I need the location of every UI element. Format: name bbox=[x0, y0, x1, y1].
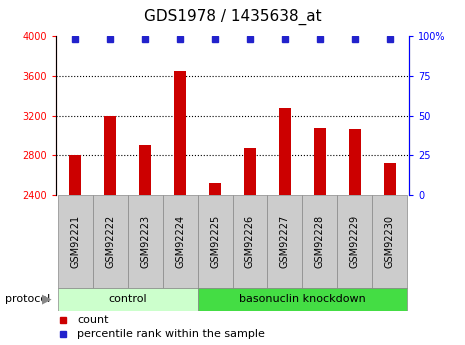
Bar bbox=[349, 129, 361, 195]
Bar bbox=[69, 155, 81, 195]
Text: GSM92230: GSM92230 bbox=[385, 215, 395, 268]
Bar bbox=[302, 195, 338, 288]
Bar bbox=[198, 288, 407, 310]
Bar bbox=[127, 195, 163, 288]
Bar bbox=[58, 288, 198, 310]
Text: GDS1978 / 1435638_at: GDS1978 / 1435638_at bbox=[144, 9, 321, 25]
Text: count: count bbox=[77, 315, 108, 325]
Bar bbox=[93, 195, 127, 288]
Bar bbox=[198, 195, 232, 288]
Text: percentile rank within the sample: percentile rank within the sample bbox=[77, 329, 265, 339]
Bar bbox=[209, 183, 221, 195]
Bar bbox=[338, 195, 372, 288]
Bar bbox=[104, 116, 116, 195]
Bar bbox=[163, 195, 198, 288]
Text: ▶: ▶ bbox=[42, 293, 51, 306]
Text: basonuclin knockdown: basonuclin knockdown bbox=[239, 294, 366, 304]
Text: GSM92228: GSM92228 bbox=[315, 215, 325, 268]
Bar bbox=[244, 148, 256, 195]
Bar bbox=[232, 195, 267, 288]
Text: GSM92224: GSM92224 bbox=[175, 215, 185, 268]
Bar bbox=[279, 108, 291, 195]
Text: GSM92229: GSM92229 bbox=[350, 215, 360, 268]
Text: GSM92226: GSM92226 bbox=[245, 215, 255, 268]
Text: GSM92222: GSM92222 bbox=[105, 215, 115, 268]
Bar bbox=[267, 195, 302, 288]
Text: GSM92225: GSM92225 bbox=[210, 215, 220, 268]
Bar bbox=[314, 128, 326, 195]
Bar bbox=[384, 163, 396, 195]
Text: GSM92221: GSM92221 bbox=[70, 215, 80, 268]
Bar bbox=[174, 71, 186, 195]
Text: protocol: protocol bbox=[5, 294, 50, 304]
Text: GSM92227: GSM92227 bbox=[280, 215, 290, 268]
Bar bbox=[139, 145, 151, 195]
Text: GSM92223: GSM92223 bbox=[140, 215, 150, 268]
Bar bbox=[58, 195, 93, 288]
Text: control: control bbox=[108, 294, 147, 304]
Bar bbox=[372, 195, 407, 288]
